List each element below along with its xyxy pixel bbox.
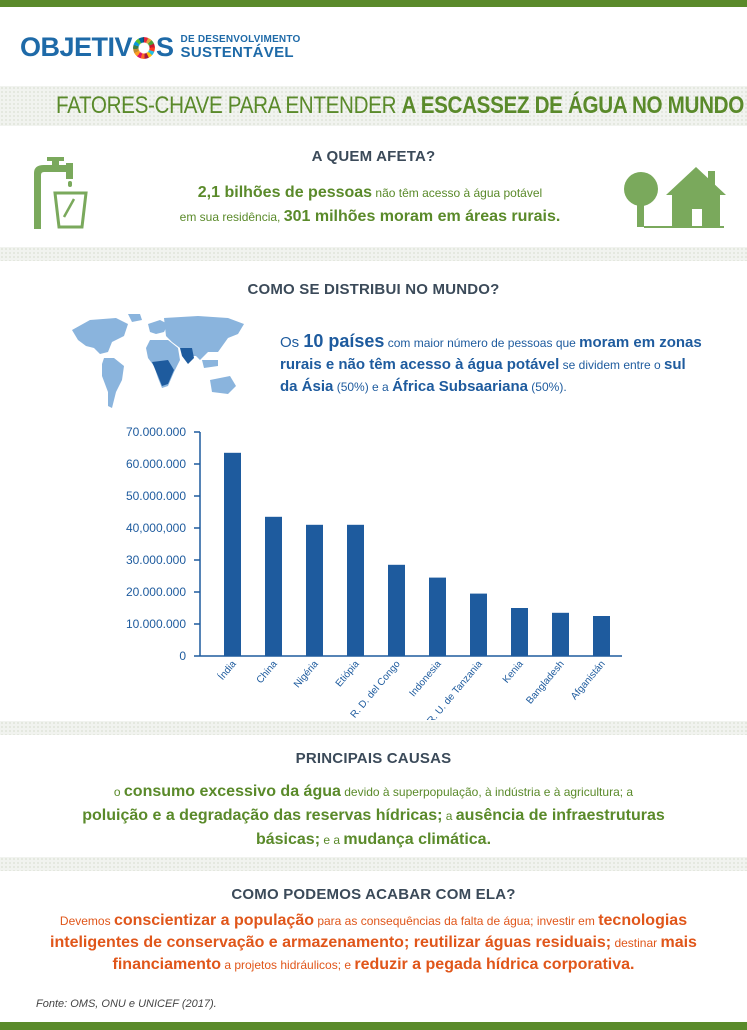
y-tick-label: 70.000.000 [126,425,186,439]
bar [552,612,569,656]
water-tap-icon [34,157,88,229]
world-map-icon [72,314,244,408]
y-axis: 70.000.000 60.000.000 50.000.000 40,000,000… [126,425,622,663]
bar-chart: 70.000.000 60.000.000 50.000.000 40,000,000… [126,425,622,720]
x-tick-label: Nigéria [292,659,321,691]
bars [224,452,610,656]
x-tick-label: Afganistán [569,659,608,702]
section-divider [0,721,747,735]
bar [265,516,282,656]
bar [593,616,610,656]
y-tick-label: 50.000.000 [126,489,186,503]
bar [224,452,241,656]
y-tick-label: 10.000.000 [126,617,186,631]
top-accent-bar [0,0,747,7]
logo-subtitle: DE DESENVOLVIMENTO SUSTENTÁVEL [180,33,301,61]
x-tick-label: Indonesia [407,659,444,700]
bar [470,593,487,656]
solutions-text: Devemos conscientizar a população para a… [50,912,697,973]
bar [306,524,323,656]
bar [429,577,446,656]
bar [511,608,528,656]
section-divider [0,247,747,261]
y-tick-label: 0 [179,649,186,663]
y-tick-label: 30.000.000 [126,553,186,567]
affects-text: 2,1 bilhões de pessoas não têm acesso à … [179,184,561,225]
affects-heading: A QUEM AFETA? [311,148,436,165]
source-note: Fonte: OMS, ONU e UNICEF (2017). [36,998,217,1010]
causes-heading: PRINCIPAIS CAUSAS [295,750,452,767]
tree-house-icon [624,167,726,228]
sdg-wheel-icon [133,37,156,60]
x-tick-label: China [255,659,281,686]
x-tick-label: Bangladesh [524,659,566,707]
solutions-heading: COMO PODEMOS ACABAR COM ELA? [231,886,516,903]
x-tick-label: Kenia [501,659,526,686]
x-tick-label: Índia [215,657,239,682]
bar [347,524,364,656]
x-tick-label: Etiópia [334,659,362,690]
logo-wordmark: OBJETIV S [20,31,174,62]
title-band: FATORES-CHAVE PARA ENTENDER A ESCASSEZ D… [0,86,747,126]
bottom-accent-bar [0,1022,747,1030]
y-tick-label: 20.000.000 [126,585,186,599]
causes-text: o consumo excessivo da água devido à sup… [82,783,665,848]
page-title: FATORES-CHAVE PARA ENTENDER A ESCASSEZ D… [55,92,744,119]
bar [388,564,405,656]
y-tick-label: 40,000,000 [126,521,186,535]
y-tick-label: 60.000.000 [126,457,186,471]
sdg-logo: OBJETIV S DE DESENVOLVIMENTO SUSTENTÁVEL [20,30,300,64]
distribution-heading: COMO SE DISTRIBUI NO MUNDO? [247,281,500,298]
section-divider [0,857,747,871]
distribution-text: Os 10 países com maior número de pessoas… [280,331,702,395]
